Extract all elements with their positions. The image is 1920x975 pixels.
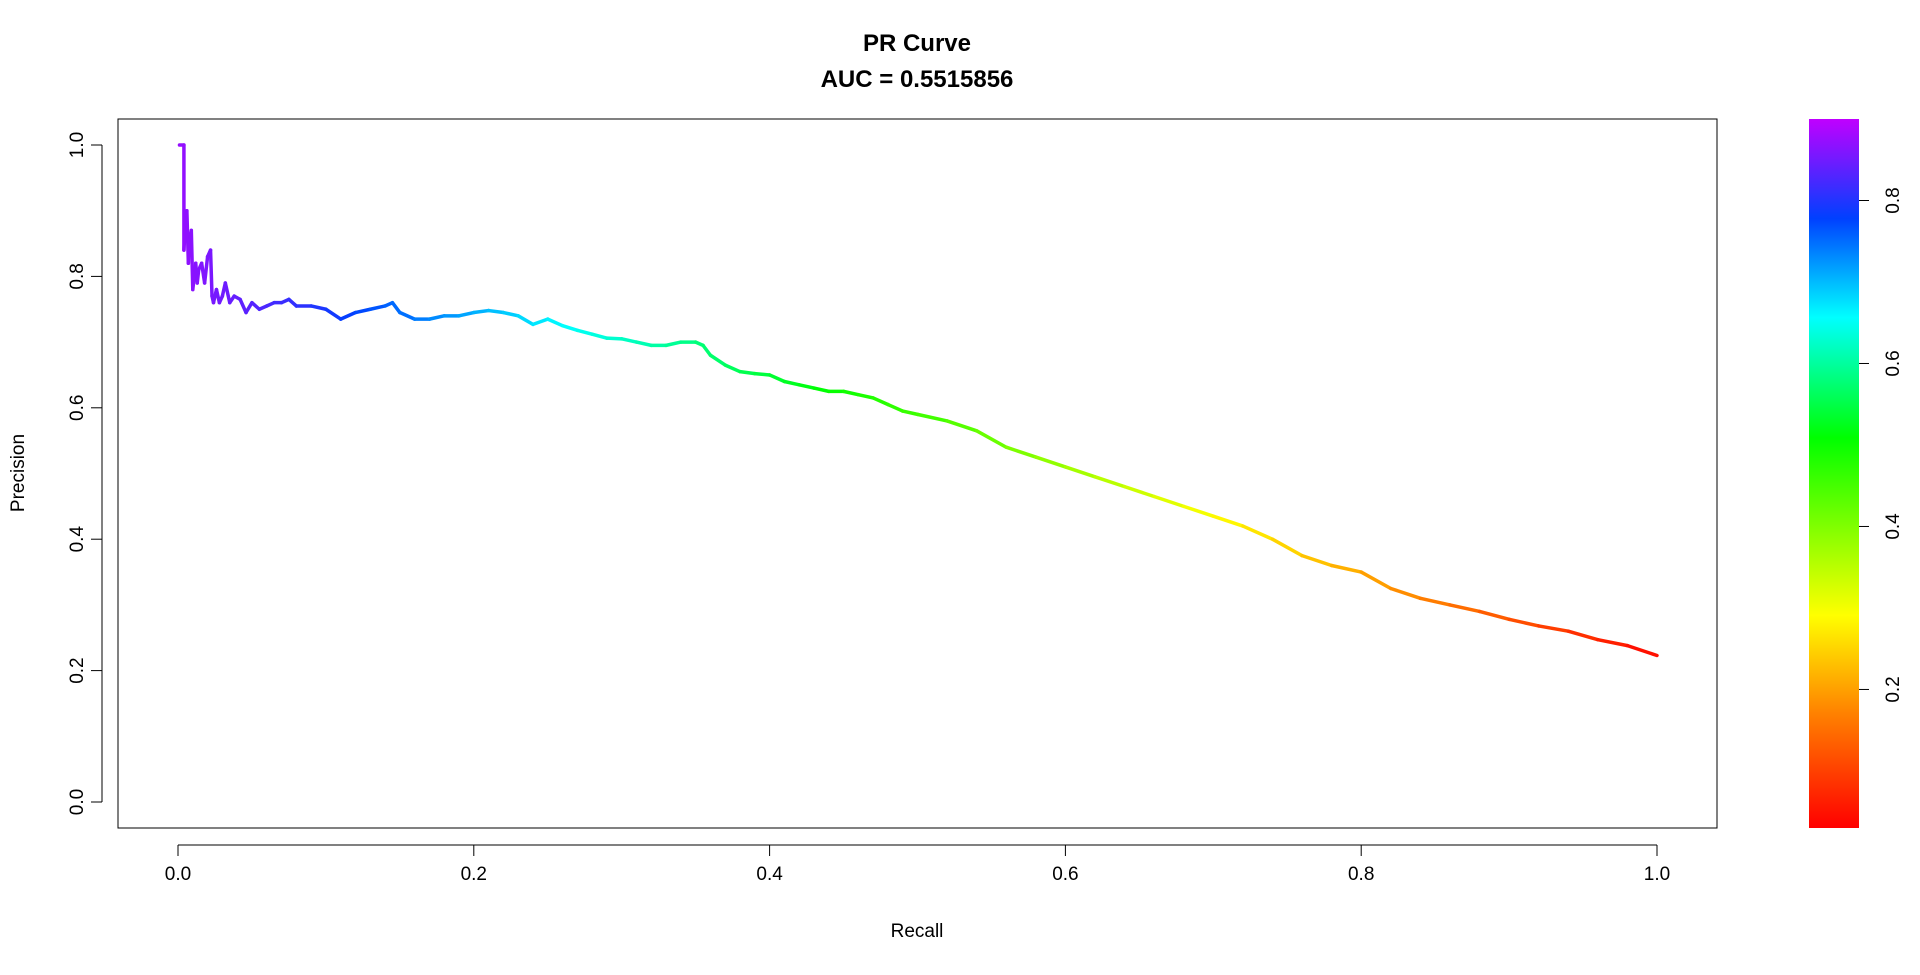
curve-segment [605,336,624,341]
curve-segment [1181,504,1216,518]
curve-segment [195,268,201,285]
curve-segment [324,307,343,321]
curve-segment [368,304,387,311]
curve-segment [501,310,520,318]
curve-segment [223,281,232,305]
curve-segment [886,402,905,413]
curve-segment [427,314,446,321]
curve-segment [590,332,609,340]
colorbar-tick-label: 0.2 [1883,676,1904,702]
y-tick-label: 0.0 [67,789,88,815]
curve-segment [701,343,713,357]
chart-subtitle: AUC = 0.5515856 [821,66,1014,93]
colorbar-tick-label: 0.6 [1883,350,1904,376]
plot-frame [117,118,1718,829]
curve-segment [915,412,949,423]
curve-segment [244,300,254,315]
curve-segment [1034,455,1068,469]
curve-segment [900,409,920,417]
curve-segment [1448,603,1482,614]
x-tick-label: 1.0 [1644,864,1670,885]
curve-segment [1093,475,1127,489]
curve-segment [1122,484,1156,499]
x-tick-label: 0.8 [1348,864,1374,885]
curve-segment [1389,586,1423,601]
curve-segment [619,337,639,344]
curve-segment [708,353,727,367]
curve-segment [841,389,861,397]
curve-segment [945,419,979,433]
curve-segment [1063,465,1097,479]
curve-segment [1329,563,1363,574]
chart-title: PR Curve [863,30,971,57]
curve-segment [1418,596,1452,607]
curve-segment [812,386,831,394]
curve-segment [738,369,757,376]
x-tick-label: 0.2 [461,864,487,885]
y-tick-label: 0.2 [67,657,88,683]
curve-segment [486,308,506,315]
curve-segment [1359,570,1393,591]
curve-segment [753,371,772,377]
curve-segment [353,307,373,315]
curve-segment [1152,494,1186,509]
curve-segment [974,429,1008,449]
curve-segment [797,383,816,390]
x-tick-label: 0.6 [1052,864,1078,885]
y-tick-label: 0.4 [67,526,88,553]
curve-segment [202,254,210,285]
curve-segment [1536,624,1571,633]
y-tick-label: 0.6 [67,395,88,421]
curve-segment [309,304,328,311]
curve-segment [390,300,402,315]
curve-segment [767,373,787,384]
curve-segment [398,310,417,321]
curve-segment [546,317,565,328]
x-axis: 0.0 0.2 0.4 0.6 0.8 1.0 [165,844,1670,885]
curve-segment [723,363,742,374]
curve-segment [182,222,188,252]
curve-segment [664,340,683,348]
y-tick-label: 0.8 [67,263,88,289]
curve-segment [856,392,875,400]
colorbar-tick-label: 0.4 [1883,513,1904,540]
x-tick-label: 0.0 [165,864,191,885]
curve-segment [782,379,801,387]
curve-segment [1566,629,1600,642]
pr-curve-series [177,143,1659,658]
curve-segment [1300,553,1334,568]
colorbar [1809,119,1859,828]
x-tick-label: 0.4 [756,864,783,885]
y-tick-label: 1.0 [67,132,88,158]
x-axis-label: Recall [891,921,944,942]
colorbar-axis: 0.2 0.4 0.6 0.8 [1859,187,1904,703]
curve-segment [1241,524,1275,541]
curve-segment [531,317,550,327]
curve-segment [1507,617,1541,628]
curve-segment [1625,643,1659,658]
curve-segment [1004,445,1038,459]
curve-segment [634,340,654,348]
curve-segment [1211,514,1245,528]
colorbar-tick-label: 0.8 [1883,187,1904,213]
curve-segment [1270,537,1304,558]
curve-segment [208,248,214,298]
curve-segment [1596,637,1630,648]
curve-segment [1477,609,1511,622]
curve-segment [338,310,358,321]
curve-segment [560,323,580,333]
curve-segment [186,235,192,266]
curve-segment [575,328,594,336]
curve-segment [472,308,491,315]
y-axis-label: Precision [8,434,29,512]
curve-segment [457,310,476,318]
y-axis: 0.0 0.2 0.4 0.6 0.8 1.0 [67,132,103,815]
curve-segment [871,396,890,407]
curve-segment [238,297,248,315]
curve-segment [516,314,535,327]
curve-segment [191,274,197,292]
